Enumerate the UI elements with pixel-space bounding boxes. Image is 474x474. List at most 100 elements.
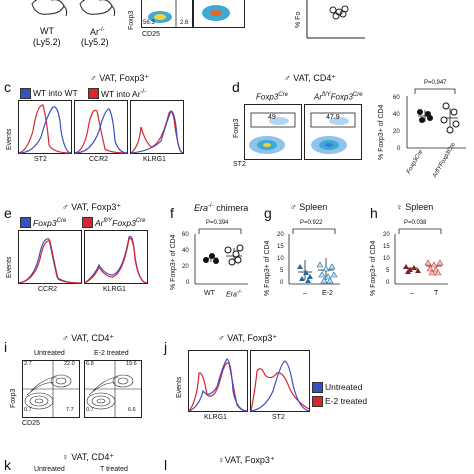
- pval-bracket-d: [414, 88, 456, 94]
- top-flow-xlabel: CD25: [142, 31, 160, 38]
- dot-plot-d: [406, 96, 466, 149]
- quad-i2-ur: 19.6: [126, 361, 137, 367]
- ytick: 0: [280, 280, 284, 286]
- top-gate-2: 2.6: [180, 20, 189, 26]
- marker-j-klrg1: KLRG1: [204, 414, 227, 421]
- panel-j-title: ♂ VAT, Foxp3⁺: [218, 333, 278, 343]
- contour-plot-i2: [84, 360, 142, 418]
- cond-k-1: Untreated: [34, 466, 65, 473]
- histogram-j-st2: [250, 350, 310, 412]
- ytick: 20: [277, 232, 284, 238]
- top-flow-plot-2: [193, 0, 245, 28]
- panel-g-ylabel: % Foxp3+ of CD4: [264, 240, 271, 296]
- panel-g-title: ♂ Spleen: [290, 202, 328, 212]
- legend-swatch-red: [312, 396, 323, 407]
- dot-plot-h: [394, 234, 448, 285]
- ytick: 10: [277, 256, 284, 262]
- panel-letter-g: g: [264, 205, 272, 221]
- panel-f-title: Era-/- chimera: [194, 203, 249, 213]
- legend-c-1: WT into WT: [33, 88, 78, 98]
- top-flow-ylabel: Foxp3: [128, 10, 135, 30]
- quad-i2-ll: 0.7: [86, 407, 94, 413]
- legend-c-2: WT into Ar-/-: [101, 88, 147, 99]
- marker-j-st2: ST2: [272, 414, 285, 421]
- quad-i2-lr: 6.6: [128, 407, 136, 413]
- panel-letter-k: k: [4, 457, 11, 473]
- panel-c-title: ♂ VAT, Foxp3⁺: [90, 73, 150, 83]
- legend-j-2: E-2 treated: [325, 396, 368, 406]
- panel-d-ylabel: Foxp3: [233, 118, 240, 138]
- panel-letter-e: e: [4, 205, 12, 221]
- plot1-title: Foxp3Cre: [256, 92, 288, 102]
- histogram-klrg1: [130, 100, 184, 154]
- legend-swatch-red: [82, 217, 93, 228]
- mouse2-sub: (Ly5.2): [81, 37, 109, 47]
- ytick: 5: [280, 268, 284, 274]
- mouse-icon: [31, 0, 68, 17]
- panel-e-title: ♂ VAT, Foxp3⁺: [62, 202, 122, 212]
- panel-l-title: ♀VAT, Foxp3⁺: [218, 455, 275, 465]
- pval-bracket-f: [198, 228, 242, 234]
- xcat-h-2: T: [434, 290, 439, 297]
- mouse1-label: WT: [40, 26, 54, 36]
- panel-i-ylabel: Foxp3: [10, 388, 17, 408]
- panel-h-title: ♀ Spleen: [396, 202, 434, 212]
- histogram-e-ccr2: [18, 230, 82, 284]
- legend-j-1: Untreated: [325, 382, 363, 392]
- panel-c-ylabel: Events: [6, 128, 13, 150]
- panel-h-ylabel: % Foxp3+ of CD4: [370, 240, 377, 296]
- ytick: 40: [393, 112, 400, 118]
- panel-j-ylabel: Events: [176, 376, 183, 398]
- legend-swatch-blue: [20, 217, 31, 228]
- top-flow-plot-1: [141, 0, 193, 28]
- mouse-icon: [79, 0, 116, 17]
- legend-e-1: Foxp3Cre: [33, 217, 67, 228]
- ytick: 20: [182, 264, 189, 270]
- panel-letter-i: i: [4, 339, 8, 355]
- quad-i1-lr: 7.7: [66, 407, 74, 413]
- dot-plot-f: [194, 234, 248, 285]
- panel-d-title: ♂ VAT, CD4⁺: [284, 73, 337, 83]
- cond-i-2: E-2 treated: [94, 350, 129, 357]
- ytick: 0: [397, 146, 401, 152]
- marker-klrg1: KLRG1: [143, 156, 166, 163]
- pval-bracket-g: [292, 228, 336, 234]
- panel-letter-c: c: [4, 79, 11, 95]
- mouse1-sub: (Ly5.2): [33, 37, 61, 47]
- ytick: 15: [383, 244, 390, 250]
- pval-h: P=0.038: [404, 220, 427, 226]
- ytick: 5: [386, 268, 390, 274]
- panel-letter-j: j: [164, 339, 168, 355]
- panel-d-xlabel: ST2: [233, 161, 246, 168]
- legend-swatch-red: [88, 88, 99, 99]
- dot-d-xcat-1: Foxp3Cre: [406, 149, 425, 175]
- ytick: 0: [186, 280, 190, 286]
- legend-swatch-blue: [312, 382, 323, 393]
- flow-plot-d1: [244, 104, 302, 160]
- quad-i1-ur: 22.0: [64, 361, 75, 367]
- ytick: 15: [277, 244, 284, 250]
- pval-f: P=0.394: [206, 220, 229, 226]
- ytick: 60: [393, 95, 400, 101]
- quad-i1-ll: 0.7: [24, 407, 32, 413]
- xcat-f-2: Era-/-: [226, 289, 242, 299]
- pval-bracket-h: [398, 228, 442, 234]
- top-right-ylabel: % Fo: [295, 11, 302, 28]
- xcat-g-2: E-2: [322, 290, 333, 297]
- xcat-g-1: –: [303, 290, 307, 297]
- mouse2-label: Ar-/-: [90, 27, 105, 37]
- contour-plot-i1: [22, 360, 80, 418]
- xcat-f-1: WT: [204, 290, 215, 297]
- pval-g: P=0.922: [300, 220, 323, 226]
- ytick: 60: [182, 232, 189, 238]
- top-gate-1: 56.3: [143, 20, 155, 26]
- marker-e-klrg1: KLRG1: [103, 286, 126, 293]
- pval-d: P=0.947: [424, 80, 447, 86]
- marker-e-ccr2: CCR2: [38, 286, 58, 293]
- histogram-ccr2: [74, 100, 128, 154]
- histogram-j-klrg1: [188, 350, 248, 412]
- panel-i-title: ♂ VAT, CD4⁺: [62, 333, 115, 343]
- panel-letter-f: f: [170, 205, 174, 221]
- plot2-title: Arfl/YFoxp3Cre: [314, 92, 363, 102]
- legend-swatch-blue: [20, 88, 31, 99]
